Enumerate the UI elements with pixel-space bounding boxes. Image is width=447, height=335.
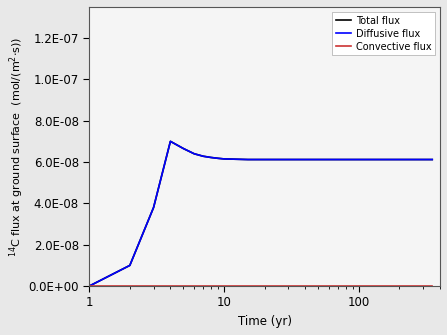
X-axis label: Time (yr): Time (yr) — [238, 315, 291, 328]
Total flux — [87, 284, 92, 288]
Diffusive flux — [87, 284, 92, 288]
Total flux — [215, 156, 220, 160]
Total flux — [181, 147, 186, 151]
Total flux — [356, 157, 362, 161]
Diffusive flux — [168, 139, 173, 143]
Total flux — [430, 157, 435, 161]
Diffusive flux — [316, 157, 321, 161]
Total flux — [208, 155, 214, 159]
Diffusive flux — [262, 157, 267, 161]
Diffusive flux — [245, 157, 250, 161]
Total flux — [262, 157, 267, 161]
Diffusive flux — [286, 157, 291, 161]
Total flux — [127, 263, 132, 267]
Diffusive flux — [127, 263, 132, 267]
Total flux — [168, 139, 173, 143]
Diffusive flux — [208, 155, 214, 159]
Diffusive flux — [151, 205, 156, 209]
Total flux — [245, 157, 250, 161]
Total flux — [191, 152, 197, 156]
Diffusive flux — [191, 152, 197, 156]
Total flux — [221, 157, 227, 161]
Diffusive flux — [201, 154, 206, 158]
Diffusive flux — [215, 156, 220, 160]
Diffusive flux — [221, 157, 227, 161]
Diffusive flux — [356, 157, 362, 161]
Legend: Total flux, Diffusive flux, Convective flux: Total flux, Diffusive flux, Convective f… — [333, 12, 435, 55]
Total flux — [201, 154, 206, 158]
Line: Total flux: Total flux — [89, 141, 432, 286]
Total flux — [316, 157, 321, 161]
Diffusive flux — [430, 157, 435, 161]
Diffusive flux — [181, 147, 186, 151]
Total flux — [397, 157, 402, 161]
Y-axis label: $^{14}$C flux at ground surface  (mol/(m$^{2}$$\cdot$s)): $^{14}$C flux at ground surface (mol/(m$… — [7, 37, 25, 257]
Total flux — [151, 205, 156, 209]
Line: Diffusive flux: Diffusive flux — [89, 141, 432, 286]
Total flux — [286, 157, 291, 161]
Diffusive flux — [397, 157, 402, 161]
